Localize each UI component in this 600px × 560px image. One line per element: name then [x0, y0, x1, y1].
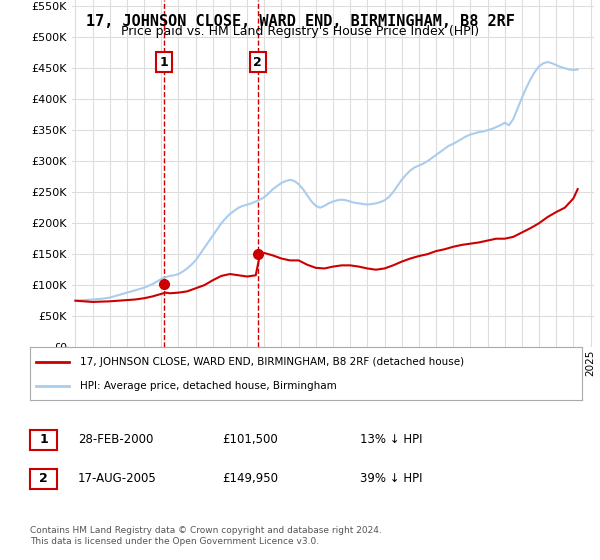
Text: 1: 1 [160, 55, 169, 68]
Text: £149,950: £149,950 [222, 472, 278, 486]
Text: Price paid vs. HM Land Registry's House Price Index (HPI): Price paid vs. HM Land Registry's House … [121, 25, 479, 38]
Text: 2: 2 [253, 55, 262, 68]
Text: 1: 1 [39, 433, 48, 446]
Text: Contains HM Land Registry data © Crown copyright and database right 2024.
This d: Contains HM Land Registry data © Crown c… [30, 526, 382, 546]
Text: 17, JOHNSON CLOSE, WARD END, BIRMINGHAM, B8 2RF (detached house): 17, JOHNSON CLOSE, WARD END, BIRMINGHAM,… [80, 357, 464, 367]
Text: HPI: Average price, detached house, Birmingham: HPI: Average price, detached house, Birm… [80, 380, 337, 390]
Text: 13% ↓ HPI: 13% ↓ HPI [360, 433, 422, 446]
Text: £101,500: £101,500 [222, 433, 278, 446]
Text: 39% ↓ HPI: 39% ↓ HPI [360, 472, 422, 486]
Text: 17-AUG-2005: 17-AUG-2005 [78, 472, 157, 486]
Text: 17, JOHNSON CLOSE, WARD END, BIRMINGHAM, B8 2RF: 17, JOHNSON CLOSE, WARD END, BIRMINGHAM,… [86, 14, 514, 29]
Text: 28-FEB-2000: 28-FEB-2000 [78, 433, 154, 446]
Text: 2: 2 [39, 472, 48, 486]
